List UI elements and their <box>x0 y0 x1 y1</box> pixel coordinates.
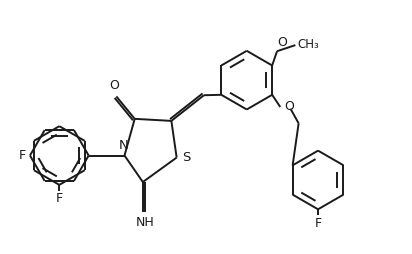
Text: O: O <box>284 100 294 113</box>
Text: F: F <box>56 192 63 205</box>
Text: O: O <box>110 79 119 92</box>
Text: O: O <box>277 36 287 49</box>
Text: NH: NH <box>136 216 154 229</box>
Text: N: N <box>119 139 129 152</box>
Text: S: S <box>183 151 191 164</box>
Text: F: F <box>314 217 322 230</box>
Text: CH₃: CH₃ <box>297 38 319 51</box>
Text: F: F <box>19 149 26 162</box>
